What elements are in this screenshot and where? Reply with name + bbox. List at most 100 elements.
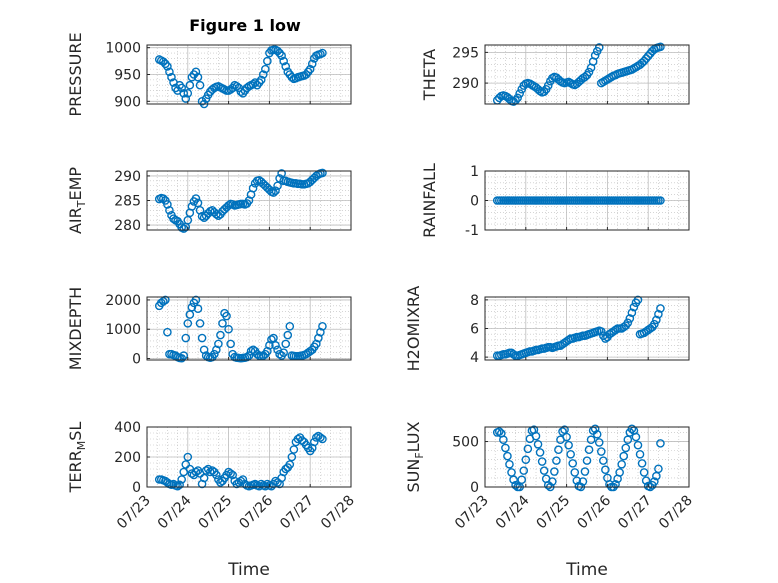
data-point	[503, 451, 512, 461]
data-point	[159, 297, 168, 306]
data-point	[509, 349, 518, 359]
y-tick-label: 290	[452, 76, 479, 92]
data-point	[183, 319, 193, 328]
data-point	[175, 480, 184, 490]
axes-box	[484, 426, 690, 488]
data-point	[199, 345, 209, 355]
data-point	[287, 452, 297, 462]
data-point	[629, 302, 639, 312]
data-point	[592, 429, 602, 439]
data-point	[505, 459, 514, 469]
y-tick-label: 1	[470, 164, 479, 180]
data-point	[550, 467, 559, 476]
data-point	[617, 459, 626, 469]
y-tick-label: 1000	[105, 322, 141, 338]
data-point	[212, 470, 221, 480]
data-point	[316, 327, 325, 337]
data-point	[601, 465, 610, 475]
data-point	[224, 324, 233, 334]
x-tick-label: 07/24	[155, 492, 195, 532]
data-point	[159, 194, 168, 203]
data-point	[625, 314, 635, 323]
data-point	[654, 309, 663, 319]
data-point	[281, 339, 291, 349]
data-point	[177, 83, 186, 93]
data-point	[568, 459, 578, 468]
data-point	[179, 88, 189, 98]
data-point	[210, 349, 219, 359]
data-point	[318, 48, 327, 58]
data-point	[285, 460, 295, 469]
data-point	[309, 437, 319, 447]
panel-pressure: 900 950 1000 PRESSURE	[66, 32, 352, 117]
panel-theta: 290 295 THETA	[420, 42, 690, 106]
y-tick-label: 295	[452, 45, 479, 61]
data-point	[611, 325, 620, 335]
data-point	[523, 444, 533, 454]
data-point	[183, 88, 193, 98]
data-point	[318, 322, 327, 331]
data-point	[226, 339, 235, 349]
data-point	[201, 351, 211, 360]
data-point	[279, 348, 288, 357]
y-tick-label: 2000	[105, 293, 141, 309]
y-tick-label: 0	[132, 352, 141, 368]
data-point	[248, 183, 258, 193]
data-point	[173, 481, 182, 491]
y-tick-label: 280	[114, 218, 141, 234]
data-point	[580, 467, 590, 476]
data-point	[599, 456, 608, 465]
y-tick-label: 900	[114, 94, 141, 110]
data-point	[535, 448, 545, 457]
y-axis-label: PRESSURE	[66, 32, 85, 116]
y-tick-label: 290	[114, 169, 141, 185]
x-tick-label: 07/28	[318, 493, 358, 533]
data-point	[267, 335, 276, 344]
data-point	[212, 345, 221, 355]
panel-air_temp: 280 285 290 AIRTEMP	[66, 167, 352, 234]
x-tick-label: 07/26	[236, 492, 276, 532]
data-point	[305, 64, 315, 74]
data-point	[167, 72, 176, 82]
data-point	[533, 439, 543, 449]
panel-terr_msl: 0 200 400 07/23 07/24 07/25 07/26 07/27 07/28 TER…	[66, 420, 358, 580]
x-axis-label: Time	[565, 560, 608, 580]
data-point	[199, 473, 209, 483]
data-point	[281, 62, 291, 71]
data-point	[271, 186, 280, 195]
data-point	[621, 443, 631, 453]
y-tick-label: 8	[470, 293, 479, 309]
data-point	[193, 304, 203, 314]
data-point	[619, 451, 629, 461]
data-point	[216, 330, 225, 340]
data-point	[586, 435, 596, 445]
data-point	[501, 443, 510, 453]
data-point	[197, 333, 207, 343]
data-point	[187, 302, 197, 312]
panel-h2omixra: 4 6 8 H2OMIXRA	[404, 286, 690, 371]
data-point	[548, 477, 557, 486]
data-point	[539, 87, 549, 97]
y-axis-label-subscript: T	[75, 200, 88, 208]
data-point	[656, 42, 665, 52]
y-axis-label-subscript: F	[413, 452, 426, 458]
axes-box	[146, 296, 352, 361]
y-axis-label-main: AIR	[66, 207, 85, 234]
data-point	[515, 89, 524, 98]
data-point	[238, 475, 248, 484]
data-point	[201, 466, 211, 475]
data-point	[594, 43, 604, 52]
data-point	[163, 327, 172, 337]
data-point	[654, 464, 663, 474]
data-point	[244, 351, 254, 360]
data-point	[499, 435, 508, 445]
data-point	[562, 432, 571, 442]
data-point	[627, 424, 637, 434]
data-point	[161, 295, 170, 305]
data-point	[566, 449, 575, 459]
data-point	[656, 196, 665, 205]
data-point	[236, 87, 246, 96]
y-axis-label: SUNFLUX	[404, 421, 426, 492]
data-point	[279, 56, 288, 66]
